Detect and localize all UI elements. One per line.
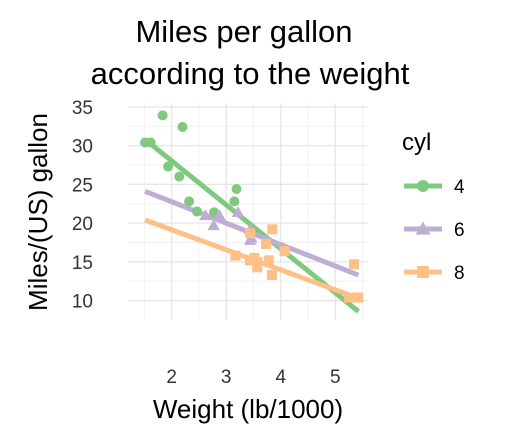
- data-point-cyl-4: [231, 184, 242, 195]
- data-point-cyl-8: [261, 239, 271, 250]
- x-tick-label: 3: [221, 367, 232, 388]
- data-point-cyl-8: [252, 262, 263, 273]
- legend-key-marker: [415, 221, 431, 235]
- y-axis-title: Miles/(US) gallon: [23, 113, 53, 311]
- data-point-cyl-4: [192, 206, 202, 217]
- data-point-cyl-4: [163, 161, 174, 172]
- legend-label: 4: [454, 177, 465, 198]
- data-point-cyl-4: [177, 122, 188, 133]
- legend-key-marker: [417, 180, 429, 192]
- data-point-cyl-8: [230, 250, 241, 261]
- y-tick-label: 10: [72, 292, 93, 313]
- x-tick-label: 2: [166, 367, 177, 388]
- y-tick-label: 30: [72, 137, 93, 158]
- data-point-cyl-6: [207, 219, 220, 231]
- data-point-cyl-4: [140, 137, 151, 148]
- data-point-cyl-6: [231, 206, 245, 217]
- data-point-cyl-8: [267, 270, 277, 281]
- x-tick-label: 5: [330, 367, 341, 388]
- chart-title-line-1: Miles per gallon: [135, 14, 352, 49]
- data-point-cyl-8: [343, 292, 354, 303]
- y-tick-label: 15: [72, 253, 93, 274]
- legend-item-8: 8: [404, 263, 465, 284]
- data-point-cyl-4: [174, 171, 185, 182]
- data-point-cyl-4: [229, 196, 240, 207]
- data-point-cyl-4: [184, 196, 195, 207]
- data-point-cyl-8: [263, 255, 274, 266]
- x-tick-label: 4: [275, 367, 286, 388]
- data-point-cyl-8: [353, 292, 364, 303]
- data-point-cyl-8: [349, 259, 360, 270]
- data-point-cyl-4: [157, 110, 168, 121]
- data-point-cyl-8: [252, 256, 263, 267]
- legend-key-marker: [417, 266, 429, 278]
- legend-title: cyl: [402, 129, 431, 156]
- y-tick-label: 20: [72, 214, 93, 235]
- x-axis-title: Weight (lb/1000): [153, 394, 343, 424]
- legend-label: 8: [454, 263, 465, 284]
- legend-item-4: 4: [404, 177, 465, 198]
- data-point-cyl-8: [279, 246, 290, 257]
- x-axis-ticks: 2 3 4 5: [166, 367, 340, 388]
- legend-item-6: 6: [404, 220, 465, 241]
- y-tick-label: 35: [72, 98, 93, 119]
- data-point-cyl-6: [199, 209, 212, 221]
- y-axis-ticks: 10 15 20 25 30 35: [72, 98, 93, 313]
- data-point-cyl-8: [244, 255, 255, 266]
- legend-label: 6: [454, 220, 465, 241]
- data-point-cyl-6: [243, 233, 257, 245]
- data-point-cyl-8: [245, 228, 256, 239]
- data-points: [140, 110, 364, 303]
- data-point-cyl-6: [213, 209, 226, 221]
- legend: cyl 4 6 8: [402, 129, 465, 284]
- data-point-cyl-8: [267, 224, 278, 235]
- chart-title-line-2: according to the weight: [91, 56, 410, 91]
- y-tick-label: 25: [72, 175, 93, 196]
